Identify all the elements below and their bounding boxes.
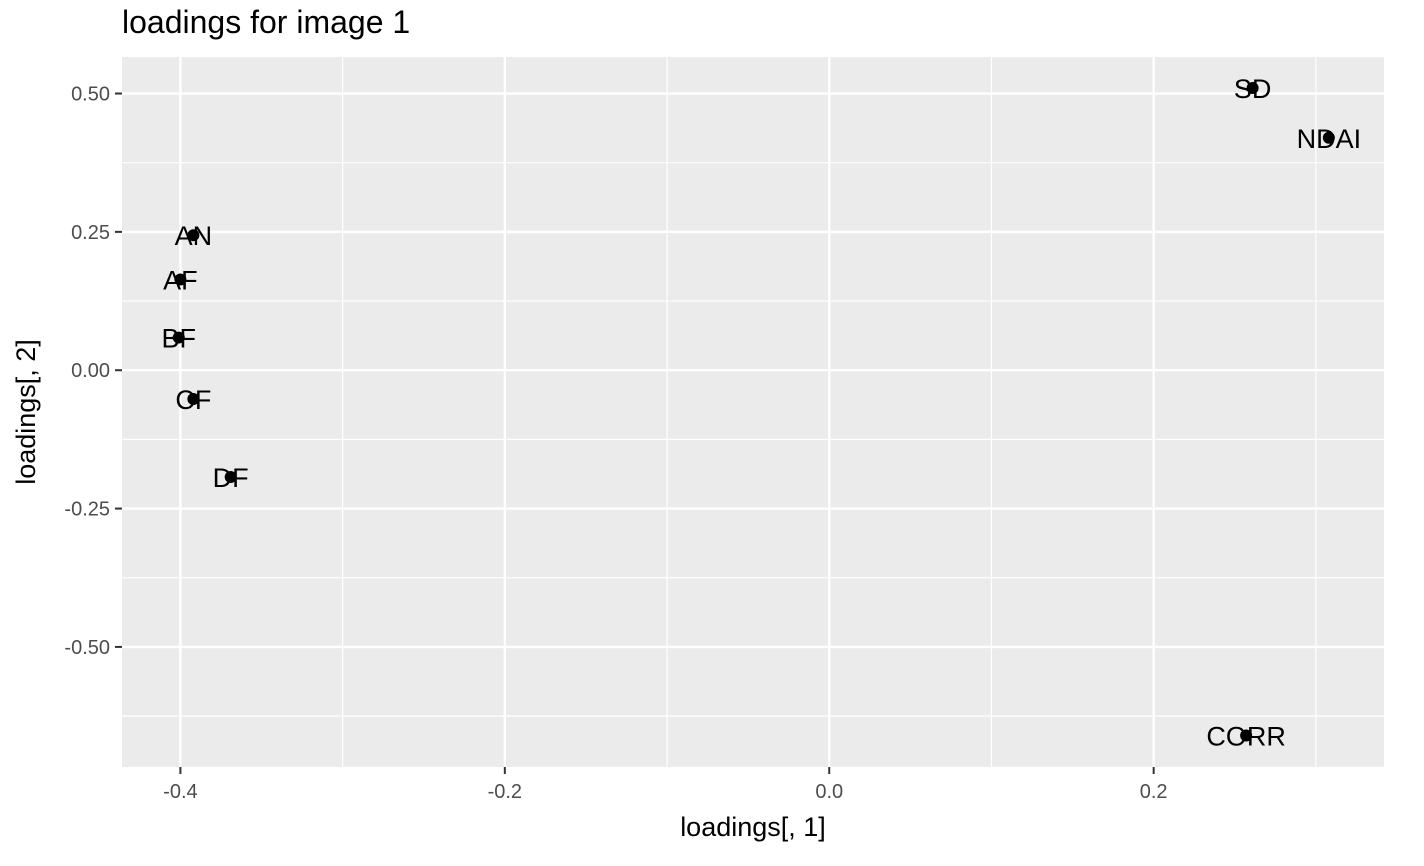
y-tick-label: 0.50 [71, 84, 110, 106]
point-label: CORR [1206, 721, 1286, 751]
point-label: BF [162, 324, 197, 354]
grid-major [122, 57, 1384, 767]
point-label: NDAI [1297, 124, 1362, 154]
y-axis-title: loadings[, 2] [11, 339, 41, 485]
point-cf: CF [175, 385, 211, 415]
point-an: AN [175, 221, 213, 251]
point-label: SD [1234, 74, 1272, 104]
point-label: AF [163, 265, 198, 295]
point-df: DF [213, 463, 249, 493]
point-af: AF [163, 265, 198, 295]
point-label: CF [175, 385, 211, 415]
point-marker [1322, 131, 1335, 144]
data-points: SD NDAI AN AF BF CF DF CORR [162, 74, 1362, 751]
plot-panel [122, 57, 1384, 767]
chart-title: loadings for image 1 [122, 4, 410, 40]
point-bf: BF [162, 324, 197, 354]
point-corr: CORR [1206, 721, 1286, 751]
point-label: AN [175, 221, 213, 251]
point-label: DF [213, 463, 249, 493]
grid-minor [122, 57, 1384, 767]
point-marker [1240, 729, 1253, 742]
point-marker [174, 273, 187, 286]
axis-ticks: -0.4 -0.2 0.0 0.2 0.50 0.25 0.00 -0.25 -0.50 [64, 84, 1167, 803]
y-tick-label: -0.25 [64, 499, 110, 521]
point-marker [1246, 81, 1259, 94]
x-axis-title: loadings[, 1] [680, 812, 826, 842]
y-tick-label: -0.50 [64, 637, 110, 659]
x-tick-label: 0.0 [815, 781, 843, 803]
y-tick-label: 0.00 [71, 360, 110, 382]
point-marker [187, 392, 200, 405]
point-marker [172, 331, 185, 344]
x-tick-label: 0.2 [1140, 781, 1168, 803]
point-marker [187, 229, 200, 242]
point-sd: SD [1234, 74, 1272, 104]
point-ndai: NDAI [1297, 124, 1362, 154]
x-tick-label: -0.2 [488, 781, 522, 803]
y-tick-label: 0.25 [71, 222, 110, 244]
point-marker [224, 471, 237, 484]
x-tick-label: -0.4 [163, 781, 197, 803]
